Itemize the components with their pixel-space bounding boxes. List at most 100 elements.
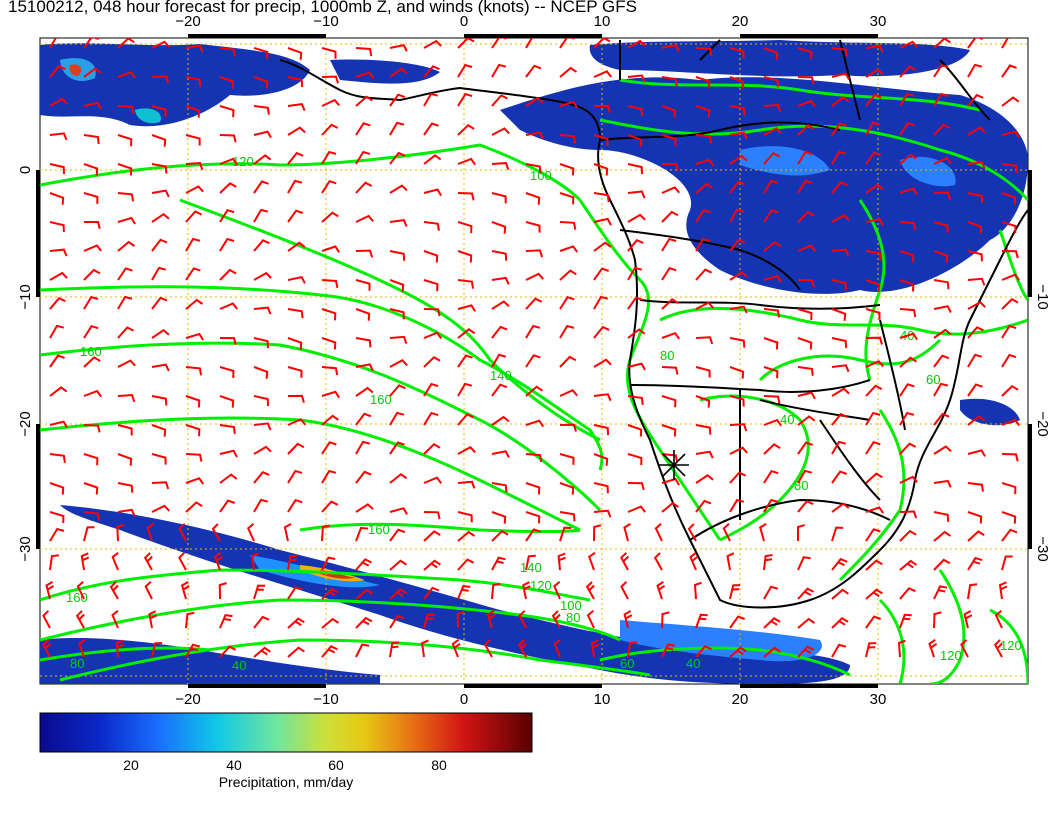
wind-barb — [1001, 511, 1017, 524]
wind-barb — [321, 337, 337, 350]
wind-barb — [559, 453, 575, 465]
wind-barb — [627, 190, 646, 199]
wind-barb — [457, 480, 476, 489]
wind-barb — [389, 588, 407, 600]
wind-barb — [695, 209, 711, 223]
wind-barb — [389, 219, 408, 227]
wind-barb — [389, 121, 405, 136]
wind-barb — [451, 639, 461, 658]
wind-barb — [525, 221, 541, 233]
wind-barb — [797, 556, 811, 571]
wind-barb — [423, 476, 442, 484]
wind-barb — [389, 528, 406, 542]
wind-barb — [831, 440, 847, 455]
wind-barb — [525, 482, 541, 495]
wind-barb — [933, 123, 951, 136]
wind-barb — [457, 354, 473, 368]
wind-barb — [219, 366, 235, 378]
wind-barb — [899, 332, 919, 341]
wind-barb — [253, 615, 270, 629]
wind-barb — [763, 76, 779, 88]
wind-barb — [623, 523, 631, 542]
contour-label: 120 — [232, 154, 254, 169]
contour-label: 100 — [560, 598, 582, 613]
wind-barb — [967, 383, 983, 397]
wind-barb — [1001, 418, 1020, 426]
wind-barb — [185, 298, 204, 310]
wind-barb — [593, 393, 612, 402]
wind-barb — [423, 308, 441, 317]
wind-barb — [967, 482, 984, 492]
wind-barb — [457, 250, 473, 263]
wind-barb — [933, 328, 952, 339]
wind-barb — [899, 383, 915, 397]
wind-barb — [246, 523, 255, 542]
wind-barb — [1001, 353, 1017, 368]
wind-barb — [865, 336, 883, 345]
wind-barb — [389, 472, 408, 484]
wind-barb — [899, 279, 915, 292]
wind-barb — [653, 552, 663, 571]
wind-barb — [865, 151, 882, 165]
wind-barb — [287, 394, 305, 403]
wind-barb — [763, 103, 782, 112]
wind-barb — [831, 337, 848, 348]
wind-barb — [967, 530, 985, 542]
wind-barb — [933, 38, 951, 49]
wind-barb — [111, 552, 119, 571]
wind-barb — [661, 501, 680, 513]
wind-barb — [423, 250, 439, 263]
wind-barb — [831, 470, 848, 484]
lat-tick-label: −10 — [1034, 284, 1051, 309]
wind-barb — [457, 446, 476, 455]
precipitation-field — [40, 40, 1028, 684]
contour-label: 140 — [490, 368, 512, 383]
wind-barb — [661, 298, 679, 310]
wind-barb — [689, 552, 699, 571]
wind-barb — [899, 250, 915, 263]
wind-barb — [559, 296, 575, 310]
wind-barb — [899, 40, 918, 49]
wind-barb — [593, 424, 610, 436]
wind-barb — [797, 524, 805, 541]
wind-barb — [80, 552, 90, 571]
wind-barb — [729, 615, 746, 629]
wind-barb — [321, 308, 337, 321]
wind-barb — [797, 179, 813, 194]
wind-barb — [49, 271, 68, 281]
wind-barb — [695, 105, 711, 118]
wind-barb — [491, 325, 508, 339]
wind-barb — [831, 557, 848, 571]
wind-barb — [865, 384, 883, 397]
wind-barb — [213, 551, 223, 571]
wind-barb — [933, 412, 950, 426]
wind-barb — [457, 558, 475, 571]
wind-barb — [219, 47, 236, 57]
wind-barb — [1001, 64, 1017, 78]
wind-barb — [763, 443, 781, 455]
wind-barb — [729, 446, 748, 455]
wind-barb — [729, 105, 746, 116]
wind-barb — [321, 524, 330, 542]
wind-barb — [389, 641, 400, 658]
wind-barb — [831, 588, 849, 600]
wind-barb — [491, 250, 508, 261]
wind-barb — [797, 210, 815, 223]
wind-barb — [151, 189, 170, 198]
wind-barb — [219, 473, 238, 484]
contour-label: 140 — [520, 560, 542, 575]
wind-barb — [865, 121, 881, 136]
wind-barb — [83, 268, 101, 281]
wind-barb — [117, 105, 135, 114]
wind-barb — [287, 76, 304, 87]
wind-barb — [389, 411, 405, 426]
lon-tick-label: 0 — [460, 691, 468, 708]
wind-barb — [253, 208, 269, 223]
wind-barb — [865, 642, 877, 658]
wind-barb — [287, 103, 306, 111]
wind-barb — [729, 180, 746, 194]
wind-barb — [967, 583, 978, 600]
wind-barb — [178, 552, 187, 571]
wind-barb — [251, 552, 260, 571]
wind-barb — [557, 552, 566, 571]
